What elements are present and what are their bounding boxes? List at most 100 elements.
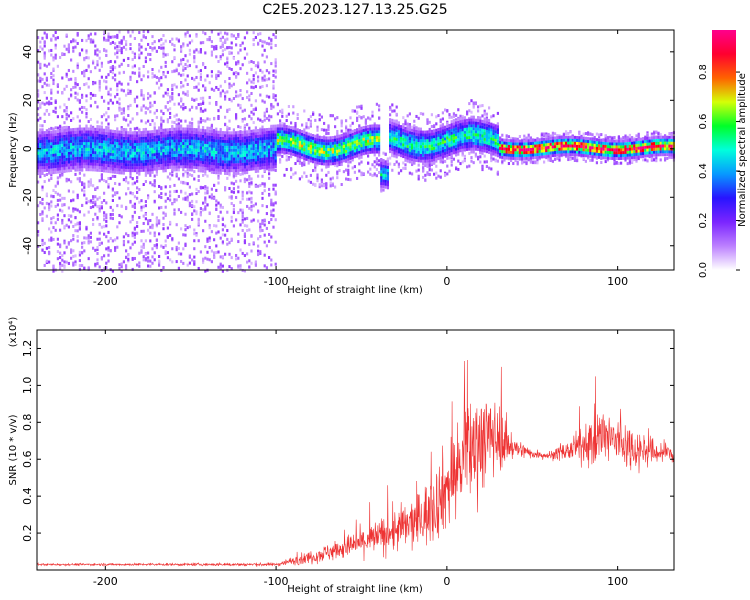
heatmap-cell xyxy=(230,201,233,205)
heatmap-cell xyxy=(70,214,73,218)
heatmap-cell xyxy=(175,153,178,157)
heatmap-cell xyxy=(206,191,209,195)
heatmap-cell xyxy=(138,142,141,146)
heatmap-cell xyxy=(92,159,95,163)
heatmap-cell xyxy=(162,119,165,123)
heatmap-cell xyxy=(243,177,246,181)
heatmap-cell xyxy=(41,166,44,170)
heatmap-cell xyxy=(191,199,194,203)
heatmap-cell xyxy=(50,142,53,146)
heatmap-cell xyxy=(96,262,99,266)
heatmap-cell xyxy=(140,45,143,49)
heatmap-cell xyxy=(257,160,260,164)
heatmap-cell xyxy=(70,157,73,161)
heatmap-cell xyxy=(103,113,106,117)
heatmap-cell xyxy=(140,199,143,203)
heatmap-cell xyxy=(191,203,194,207)
heatmap-cell xyxy=(268,159,271,163)
heatmap-cell xyxy=(107,122,110,126)
heatmap-cell xyxy=(72,165,75,169)
heatmap-cell xyxy=(208,258,211,262)
heatmap-cell xyxy=(111,129,114,133)
heatmap-cell xyxy=(127,163,130,167)
heatmap-cell xyxy=(369,167,372,171)
heatmap-cell xyxy=(107,169,110,173)
heatmap-cell xyxy=(314,146,317,150)
heatmap-cell xyxy=(109,42,112,46)
heatmap-cell xyxy=(188,48,191,52)
heatmap-cell xyxy=(199,151,202,155)
heatmap-cell xyxy=(173,208,176,212)
heatmap-cell xyxy=(296,113,299,117)
heatmap-cell xyxy=(239,162,242,166)
heatmap-cell xyxy=(98,148,101,152)
heatmap-cell xyxy=(114,191,117,195)
heatmap-cell xyxy=(226,210,229,214)
heatmap-cell xyxy=(81,168,84,172)
heatmap-cell xyxy=(213,171,216,175)
heatmap-cell xyxy=(261,99,264,103)
heatmap-cell xyxy=(257,134,260,138)
heatmap-cell xyxy=(378,133,381,137)
heatmap-cell xyxy=(274,139,277,143)
heatmap-cell xyxy=(199,107,202,111)
heatmap-cell xyxy=(72,49,75,53)
heatmap-cell xyxy=(367,148,370,152)
heatmap-cell xyxy=(158,259,161,263)
heatmap-cell xyxy=(100,75,103,79)
heatmap-cell xyxy=(61,76,64,80)
heatmap-cell xyxy=(195,166,198,170)
heatmap-cell xyxy=(360,173,363,177)
heatmap-cell xyxy=(85,153,88,157)
heatmap-cell xyxy=(274,75,277,79)
heatmap-cell xyxy=(81,48,84,52)
heatmap-cell xyxy=(270,156,273,160)
heatmap-cell xyxy=(56,213,59,217)
heatmap-cell xyxy=(272,73,275,77)
heatmap-cell xyxy=(221,41,224,45)
heatmap-cell xyxy=(191,159,194,163)
heatmap-cell xyxy=(215,156,218,160)
heatmap-cell xyxy=(116,51,119,55)
heatmap-cell xyxy=(210,187,213,191)
heatmap-cell xyxy=(109,205,112,209)
heatmap-cell xyxy=(257,117,260,121)
heatmap-cell xyxy=(140,229,143,233)
heatmap-cell xyxy=(270,235,273,239)
heatmap-cell xyxy=(270,203,273,207)
heatmap-cell xyxy=(268,176,271,180)
heatmap-cell xyxy=(98,163,101,167)
heatmap-cell xyxy=(184,162,187,166)
heatmap-cell xyxy=(243,239,246,243)
heatmap-cell xyxy=(325,148,328,152)
heatmap-cell xyxy=(50,88,53,92)
heatmap-cell xyxy=(252,146,255,150)
heatmap-cell xyxy=(177,208,180,212)
heatmap-cell xyxy=(155,149,158,153)
heatmap-cell xyxy=(202,30,205,34)
heatmap-cell xyxy=(336,172,339,176)
heatmap-cell xyxy=(164,143,167,147)
heatmap-cell xyxy=(232,187,235,191)
heatmap-cell xyxy=(109,35,112,39)
heatmap-cell xyxy=(67,214,70,218)
heatmap-cell xyxy=(356,154,359,158)
heatmap-cell xyxy=(111,174,114,178)
heatmap-cell xyxy=(248,114,251,118)
heatmap-cell xyxy=(268,114,271,118)
heatmap-cell xyxy=(213,150,216,154)
heatmap-cell xyxy=(270,130,273,134)
heatmap-cell xyxy=(94,127,97,131)
heatmap-cell xyxy=(237,190,240,194)
heatmap-cell xyxy=(120,51,123,55)
heatmap-cell xyxy=(243,56,246,60)
heatmap-cell xyxy=(127,139,130,143)
heatmap-cell xyxy=(268,156,271,160)
heatmap-cell xyxy=(63,129,66,133)
heatmap-cell xyxy=(235,43,238,47)
heatmap-cell xyxy=(52,136,55,140)
heatmap-cell xyxy=(287,137,290,141)
heatmap-cell xyxy=(281,147,284,151)
heatmap-cell xyxy=(103,160,106,164)
heatmap-cell xyxy=(158,158,161,162)
